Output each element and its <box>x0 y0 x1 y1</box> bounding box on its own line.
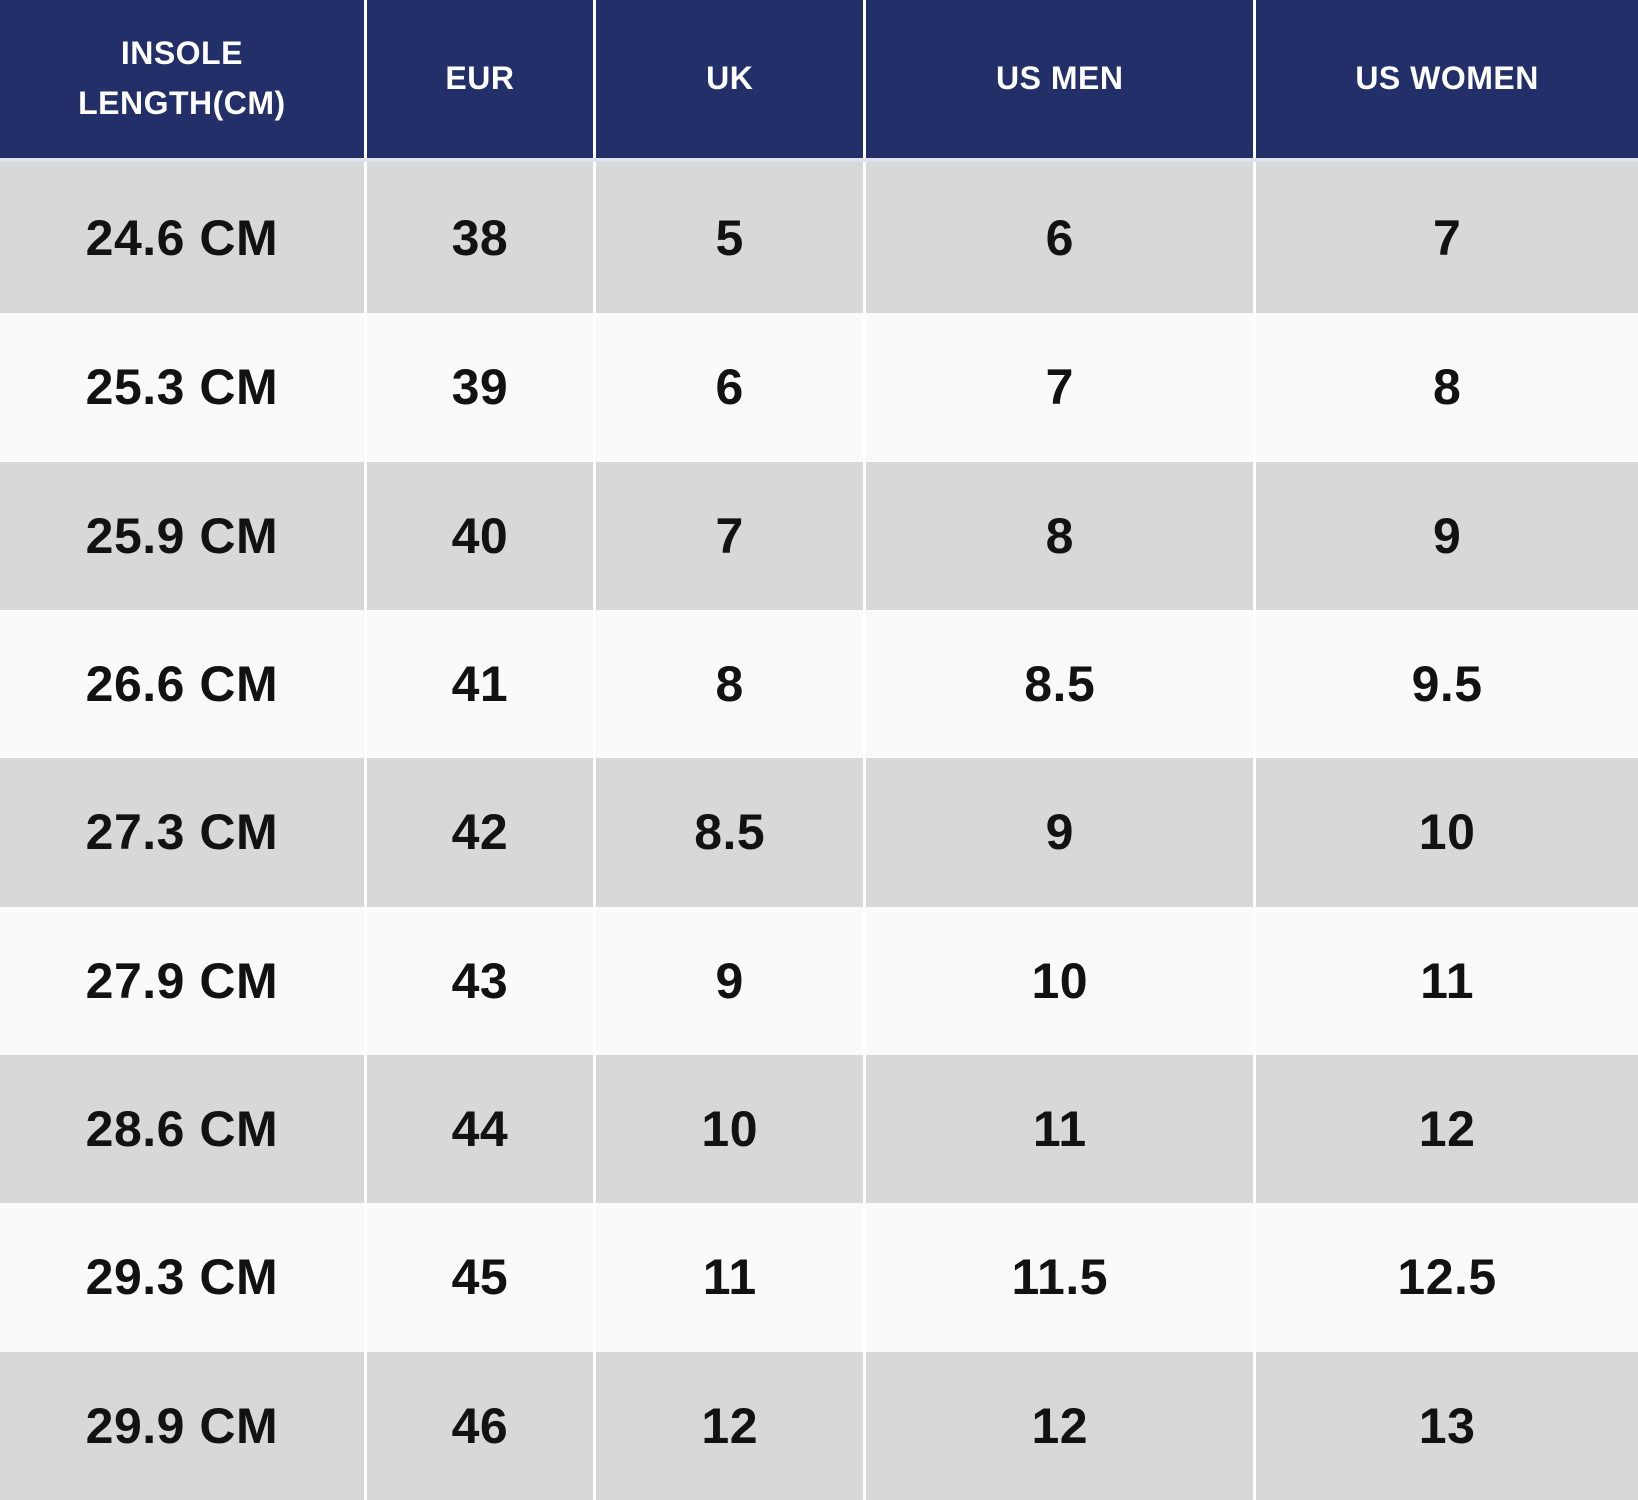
table-row: 24.6 CM 38 5 6 7 <box>0 160 1638 314</box>
table-body: 24.6 CM 38 5 6 7 25.3 CM 39 6 7 8 25.9 CM 40 7 8 9 26.6… <box>0 160 1638 1500</box>
cell-eur: 38 <box>363 160 595 314</box>
cell-uk: 8 <box>593 609 865 759</box>
cell-us-women: 12.5 <box>1253 1203 1638 1352</box>
cell-us-women: 9 <box>1253 461 1638 610</box>
cell-eur: 43 <box>363 906 595 1055</box>
column-header-us-men: US MEN <box>863 0 1255 162</box>
cell-uk: 7 <box>593 461 865 610</box>
cell-us-women: 12 <box>1253 1054 1638 1204</box>
cell-us-men: 8.5 <box>863 609 1255 759</box>
column-header-uk: UK <box>593 0 865 162</box>
cell-us-women: 9.5 <box>1253 609 1638 759</box>
cell-us-men: 7 <box>863 313 1255 462</box>
cell-insole-length-cm: 24.6 CM <box>85 209 279 266</box>
cell-insole-length-cm: 28.6 CM <box>85 1101 279 1158</box>
table-row: 29.9 CM 46 12 12 13 <box>0 1351 1638 1500</box>
table-row: 27.3 CM 42 8.5 9 10 <box>0 758 1638 907</box>
column-header-us-women: US WOMEN <box>1253 0 1638 162</box>
cell-eur: 44 <box>363 1054 595 1204</box>
cell-us-men: 6 <box>863 160 1255 314</box>
cell-us-men: 9 <box>863 758 1255 907</box>
header-row: INSOLE LENGTH(CM) EUR UK US MEN US WOMEN <box>0 0 1638 162</box>
cell-us-women: 8 <box>1253 313 1638 462</box>
cell-uk: 12 <box>593 1351 865 1500</box>
cell-us-women: 7 <box>1253 160 1638 314</box>
cell-insole-length-cm: 25.3 CM <box>85 359 279 416</box>
cell-insole-length-cm: 29.9 CM <box>85 1397 279 1454</box>
cell-eur: 45 <box>363 1203 595 1352</box>
cell-us-women: 10 <box>1253 758 1638 907</box>
cell-insole-length-cm: 26.6 CM <box>85 656 279 713</box>
table-row: 28.6 CM 44 10 11 12 <box>0 1054 1638 1204</box>
table-row: 27.9 CM 43 9 10 11 <box>0 906 1638 1055</box>
cell-eur: 46 <box>363 1351 595 1500</box>
column-header-eur: EUR <box>363 0 595 162</box>
cell-uk: 6 <box>593 313 865 462</box>
cell-eur: 40 <box>363 461 595 610</box>
cell-insole-length-cm: 27.9 CM <box>85 952 279 1009</box>
cell-eur: 39 <box>363 313 595 462</box>
cell-uk: 5 <box>593 160 865 314</box>
cell-us-men: 8 <box>863 461 1255 610</box>
cell-uk: 9 <box>593 906 865 1055</box>
table-header: INSOLE LENGTH(CM) EUR UK US MEN US WOMEN <box>0 0 1638 162</box>
cell-us-men: 12 <box>863 1351 1255 1500</box>
cell-us-men: 10 <box>863 906 1255 1055</box>
cell-eur: 42 <box>363 758 595 907</box>
cell-insole-length-cm: 27.3 CM <box>85 804 279 861</box>
column-header-insole-length-cm: INSOLE LENGTH(CM) <box>0 0 366 162</box>
cell-insole-length-cm: 25.9 CM <box>85 507 279 564</box>
cell-uk: 10 <box>593 1054 865 1204</box>
cell-insole-length-cm: 29.3 CM <box>85 1249 279 1306</box>
cell-uk: 8.5 <box>593 758 865 907</box>
table-row: 25.3 CM 39 6 7 8 <box>0 313 1638 462</box>
table-row: 29.3 CM 45 11 11.5 12.5 <box>0 1203 1638 1352</box>
table-row: 26.6 CM 41 8 8.5 9.5 <box>0 609 1638 759</box>
cell-us-women: 11 <box>1253 906 1638 1055</box>
cell-eur: 41 <box>363 609 595 759</box>
cell-uk: 11 <box>593 1203 865 1352</box>
cell-us-men: 11.5 <box>863 1203 1255 1352</box>
table-row: 25.9 CM 40 7 8 9 <box>0 461 1638 610</box>
cell-us-women: 13 <box>1253 1351 1638 1500</box>
cell-us-men: 11 <box>863 1054 1255 1204</box>
